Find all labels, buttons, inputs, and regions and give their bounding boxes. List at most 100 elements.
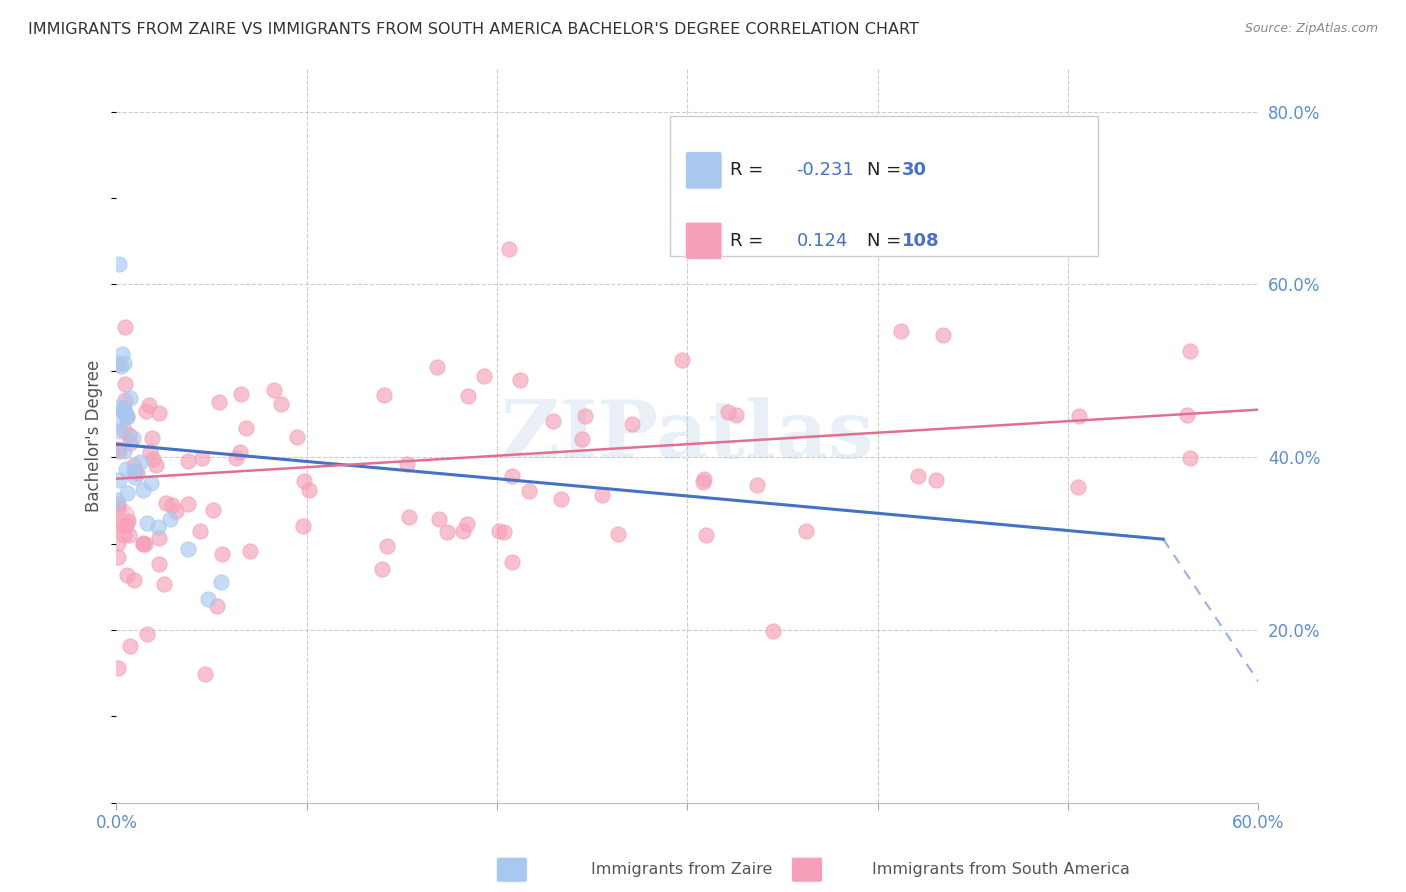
Point <box>115 409 138 423</box>
Point <box>148 557 170 571</box>
Point <box>591 488 613 502</box>
Point <box>114 518 136 533</box>
Point <box>112 527 135 541</box>
Point <box>1069 409 1091 423</box>
Point <box>194 666 217 681</box>
Point <box>208 395 231 409</box>
Text: Immigrants from Zaire: Immigrants from Zaire <box>591 863 772 877</box>
Point <box>451 524 474 539</box>
Point <box>114 401 136 415</box>
Point <box>136 516 159 530</box>
Point <box>225 451 247 466</box>
Point <box>426 359 449 374</box>
Point <box>907 468 929 483</box>
Point <box>148 520 170 534</box>
Point <box>118 639 141 653</box>
Text: N =: N = <box>866 161 907 179</box>
Point <box>107 497 129 511</box>
Point <box>201 503 224 517</box>
Point <box>110 359 132 373</box>
Point <box>148 532 170 546</box>
Point <box>118 528 141 542</box>
Point <box>122 573 145 587</box>
Point <box>118 391 141 405</box>
Point <box>120 436 142 450</box>
Y-axis label: Bachelor's Degree: Bachelor's Degree <box>86 359 103 512</box>
Point <box>136 627 159 641</box>
Point <box>188 524 211 538</box>
Point <box>153 576 176 591</box>
Point <box>457 389 479 403</box>
Point <box>211 547 233 561</box>
Point <box>671 352 693 367</box>
Point <box>122 458 145 473</box>
Point <box>370 562 392 576</box>
Point <box>107 510 129 524</box>
Point <box>125 466 148 480</box>
Point <box>197 592 219 607</box>
Point <box>135 404 157 418</box>
Point <box>692 475 714 489</box>
Point <box>132 483 155 497</box>
Point <box>122 464 145 478</box>
Point <box>541 414 564 428</box>
Point <box>517 483 540 498</box>
Point <box>231 387 253 401</box>
Point <box>550 491 572 506</box>
Point <box>141 431 163 445</box>
Point <box>132 536 155 550</box>
Point <box>395 457 418 471</box>
Point <box>509 373 531 387</box>
Point <box>142 451 165 466</box>
Point <box>229 444 252 458</box>
Point <box>377 539 399 553</box>
Point <box>112 404 135 418</box>
Point <box>107 536 129 550</box>
Point <box>190 450 212 465</box>
Point <box>177 498 200 512</box>
Point <box>107 357 129 371</box>
Point <box>114 320 136 334</box>
Point <box>427 512 450 526</box>
Point <box>160 498 183 512</box>
Point <box>762 624 785 638</box>
Point <box>107 415 129 429</box>
Point <box>139 475 162 490</box>
Point <box>107 660 129 674</box>
Point <box>1180 343 1202 358</box>
Point <box>112 356 135 370</box>
Point <box>110 346 132 360</box>
Point <box>117 567 139 582</box>
Point <box>107 442 129 456</box>
Point <box>925 473 948 487</box>
Point <box>1175 408 1198 422</box>
Point <box>1178 451 1201 466</box>
Point <box>398 510 420 524</box>
Point <box>114 462 136 476</box>
Point <box>107 501 129 516</box>
Point <box>239 544 262 558</box>
Point <box>108 400 131 414</box>
Point <box>693 472 716 486</box>
Text: IMMIGRANTS FROM ZAIRE VS IMMIGRANTS FROM SOUTH AMERICA BACHELOR'S DEGREE CORRELA: IMMIGRANTS FROM ZAIRE VS IMMIGRANTS FROM… <box>28 22 920 37</box>
Point <box>112 423 135 437</box>
Point <box>108 257 131 271</box>
Point <box>107 492 129 507</box>
Point <box>501 469 523 483</box>
Point <box>472 369 495 384</box>
Point <box>745 478 768 492</box>
Text: N =: N = <box>866 232 907 250</box>
Point <box>107 444 129 458</box>
Point <box>725 408 748 422</box>
Point <box>292 474 315 488</box>
Text: R =: R = <box>731 232 769 250</box>
Point <box>373 388 395 402</box>
Point <box>436 524 458 539</box>
Point <box>134 536 156 550</box>
Point <box>108 424 131 438</box>
Point <box>285 430 308 444</box>
Text: 0.124: 0.124 <box>796 232 848 250</box>
Point <box>155 496 177 510</box>
Point <box>115 410 138 425</box>
Point <box>205 599 228 613</box>
